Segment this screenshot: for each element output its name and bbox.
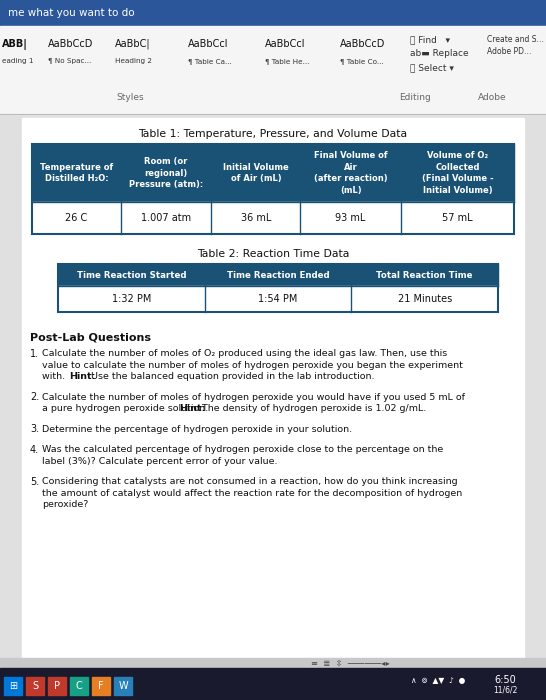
- Text: Room (or
regional)
Pressure (atm):: Room (or regional) Pressure (atm):: [129, 157, 203, 189]
- Text: ¶ Table Ca...: ¶ Table Ca...: [188, 58, 232, 64]
- Text: ¶ Table He...: ¶ Table He...: [265, 58, 310, 64]
- Text: ⭧ Select ▾: ⭧ Select ▾: [410, 64, 454, 73]
- Text: Time Reaction Ended: Time Reaction Ended: [227, 270, 329, 279]
- Text: 21 Minutes: 21 Minutes: [397, 294, 452, 304]
- Text: C: C: [76, 681, 82, 691]
- Text: peroxide?: peroxide?: [42, 500, 88, 509]
- Text: 36 mL: 36 mL: [241, 213, 271, 223]
- Bar: [32, 144, 514, 234]
- Bar: [92, 677, 110, 695]
- Text: a pure hydrogen peroxide solution.: a pure hydrogen peroxide solution.: [42, 404, 214, 413]
- Text: Table 2: Reaction Time Data: Table 2: Reaction Time Data: [197, 249, 349, 259]
- Bar: [0, 658, 546, 668]
- Text: Total Reaction Time: Total Reaction Time: [376, 270, 473, 279]
- Text: ∧  ⊚  ▲▼  ♪  ●: ∧ ⊚ ▲▼ ♪ ●: [411, 676, 465, 685]
- Text: 11/6/2: 11/6/2: [493, 685, 517, 694]
- Text: 93 mL: 93 mL: [335, 213, 366, 223]
- Text: AaBbCcl: AaBbCcl: [188, 39, 228, 49]
- Text: Determine the percentage of hydrogen peroxide in your solution.: Determine the percentage of hydrogen per…: [42, 424, 352, 433]
- Text: ≡  ≣  ⇳  ――――◂▸: ≡ ≣ ⇳ ――――◂▸: [311, 659, 389, 668]
- Text: 1:54 PM: 1:54 PM: [258, 294, 298, 304]
- Bar: [4, 677, 22, 695]
- Text: Considering that catalysts are not consumed in a reaction, how do you think incr: Considering that catalysts are not consu…: [42, 477, 458, 486]
- Text: Time Reaction Started: Time Reaction Started: [76, 270, 186, 279]
- Text: 4.: 4.: [30, 445, 39, 455]
- Text: Heading 2: Heading 2: [115, 58, 152, 64]
- Text: AaBbCcD: AaBbCcD: [48, 39, 93, 49]
- Bar: [0, 26, 546, 114]
- Text: Calculate the number of moles of hydrogen peroxide you would have if you used 5 : Calculate the number of moles of hydroge…: [42, 393, 465, 402]
- Text: P: P: [54, 681, 60, 691]
- Text: Initial Volume
of Air (mL): Initial Volume of Air (mL): [223, 163, 289, 183]
- Text: ab▬ Replace: ab▬ Replace: [410, 50, 468, 59]
- Text: 57 mL: 57 mL: [442, 213, 473, 223]
- Bar: [58, 264, 498, 286]
- Text: Volume of O₂
Collected
(Final Volume -
Initial Volume): Volume of O₂ Collected (Final Volume - I…: [422, 151, 494, 195]
- Text: Post-Lab Questions: Post-Lab Questions: [30, 332, 151, 342]
- Text: AaBbC|: AaBbC|: [115, 38, 151, 49]
- Bar: [58, 286, 498, 312]
- Text: Final Volume of
Air
(after reaction)
(mL): Final Volume of Air (after reaction) (mL…: [314, 151, 388, 195]
- Text: Editing: Editing: [399, 94, 431, 102]
- Text: 2.: 2.: [30, 393, 39, 402]
- Bar: [32, 202, 514, 234]
- Bar: [114, 677, 132, 695]
- Text: label (3%)? Calculate percent error of your value.: label (3%)? Calculate percent error of y…: [42, 456, 277, 466]
- Text: Use the balanced equation provided in the lab introduction.: Use the balanced equation provided in th…: [88, 372, 375, 381]
- Text: W: W: [118, 681, 128, 691]
- Bar: [0, 668, 546, 700]
- Text: 1:32 PM: 1:32 PM: [111, 294, 151, 304]
- Text: 6:50: 6:50: [494, 675, 516, 685]
- Text: ⊞: ⊞: [9, 681, 17, 691]
- Text: F: F: [98, 681, 104, 691]
- Bar: [26, 677, 44, 695]
- Text: Adobe PD…: Adobe PD…: [487, 48, 531, 57]
- Text: S: S: [32, 681, 38, 691]
- Bar: [48, 677, 66, 695]
- Bar: [0, 114, 546, 668]
- Text: value to calculate the number of moles of hydrogen peroxide you began the experi: value to calculate the number of moles o…: [42, 360, 463, 370]
- Text: eading 1: eading 1: [2, 58, 33, 64]
- Text: with.: with.: [42, 372, 71, 381]
- Text: 1.: 1.: [30, 349, 39, 359]
- Text: 26 C: 26 C: [65, 213, 87, 223]
- Text: ¶ No Spac...: ¶ No Spac...: [48, 58, 91, 64]
- Text: me what you want to do: me what you want to do: [8, 8, 135, 18]
- Bar: [22, 118, 524, 664]
- Text: Hint:: Hint:: [69, 372, 95, 381]
- Bar: [70, 677, 88, 695]
- Text: Was the calculated percentage of hydrogen peroxide close to the percentage on th: Was the calculated percentage of hydroge…: [42, 445, 443, 454]
- Text: The density of hydrogen peroxide is 1.02 g/mL.: The density of hydrogen peroxide is 1.02…: [199, 404, 426, 413]
- Text: 5.: 5.: [30, 477, 39, 487]
- Bar: [0, 0, 546, 26]
- Bar: [32, 144, 514, 202]
- Text: Temperature of
Distilled H₂O:: Temperature of Distilled H₂O:: [40, 163, 113, 183]
- Text: ¶ Table Co...: ¶ Table Co...: [340, 58, 384, 64]
- Text: Table 1: Temperature, Pressure, and Volume Data: Table 1: Temperature, Pressure, and Volu…: [139, 129, 407, 139]
- Text: 1.007 atm: 1.007 atm: [141, 213, 191, 223]
- Text: ⌕ Find   ▾: ⌕ Find ▾: [410, 36, 450, 45]
- Text: Create and S…: Create and S…: [487, 36, 544, 45]
- Text: 3.: 3.: [30, 424, 39, 435]
- Text: Adobe: Adobe: [478, 94, 506, 102]
- Text: AaBbCcl: AaBbCcl: [265, 39, 306, 49]
- Text: Styles: Styles: [116, 94, 144, 102]
- Text: AaBbCcD: AaBbCcD: [340, 39, 385, 49]
- Text: Hint:: Hint:: [180, 404, 206, 413]
- Text: Calculate the number of moles of O₂ produced using the ideal gas law. Then, use : Calculate the number of moles of O₂ prod…: [42, 349, 447, 358]
- Text: the amount of catalyst would affect the reaction rate for the decomposition of h: the amount of catalyst would affect the …: [42, 489, 462, 498]
- Bar: [58, 264, 498, 312]
- Text: ABB|: ABB|: [2, 38, 28, 50]
